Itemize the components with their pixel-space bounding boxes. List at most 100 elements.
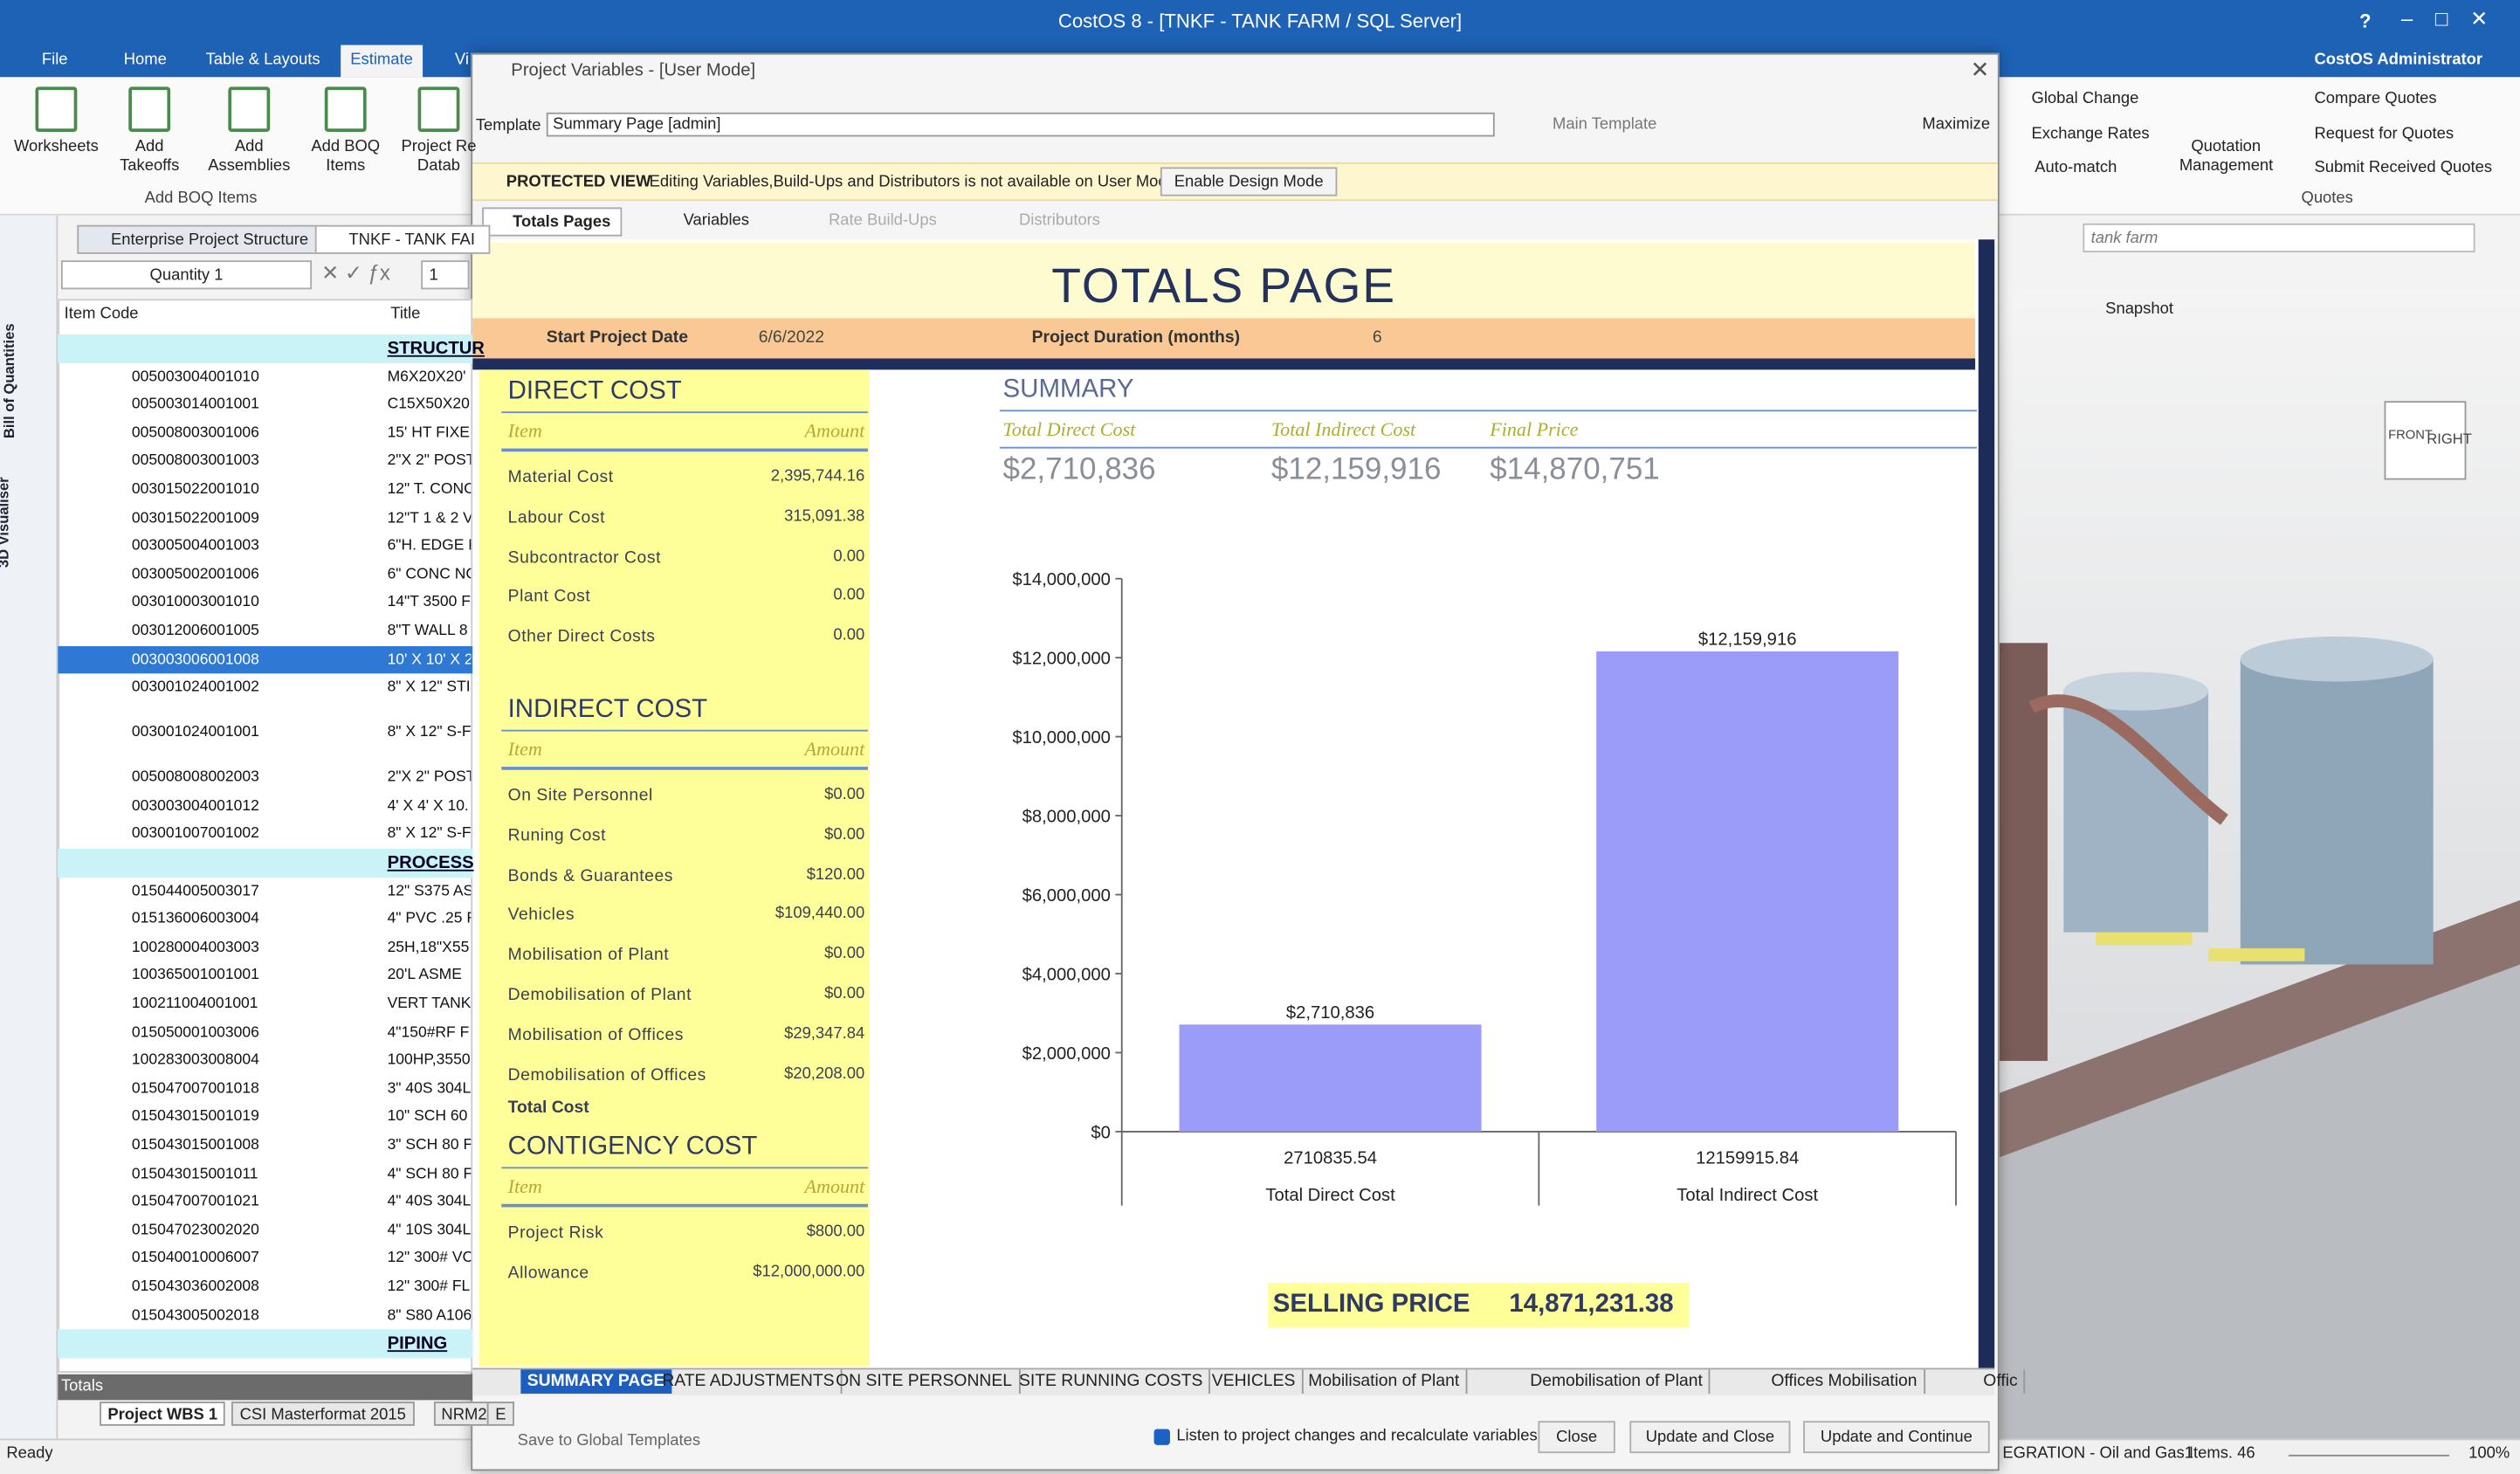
main-template[interactable]: Main Template: [1553, 115, 1657, 134]
item-code[interactable]: 015047007001021: [131, 1193, 259, 1211]
ribbon-button[interactable]: Request for Quotes: [2314, 125, 2455, 143]
menu-item[interactable]: Vi: [454, 51, 469, 70]
item-title[interactable]: 4"150#RF F: [387, 1023, 470, 1042]
item-title[interactable]: 4" 40S 304L: [387, 1193, 472, 1211]
menu-item[interactable]: Home: [123, 51, 167, 70]
item-code[interactable]: 015043036002008: [131, 1278, 259, 1296]
ribbon-button[interactable]: Add BOQ Items: [311, 138, 381, 176]
item-code[interactable]: 005003004001010: [131, 367, 259, 386]
ribbon-button[interactable]: Add Assemblies: [208, 138, 291, 176]
sheet-tab[interactable]: CSI Masterformat 2015: [231, 1402, 415, 1426]
item-code[interactable]: 015044005003017: [131, 881, 259, 900]
listen-label[interactable]: Listen to project changes and recalculat…: [1176, 1427, 1538, 1445]
item-code[interactable]: 015043015001019: [131, 1108, 259, 1126]
item-title[interactable]: 2"X 2" POST: [387, 768, 472, 787]
sheet-tab[interactable]: VEHICLES: [1205, 1369, 1304, 1394]
item-code[interactable]: 100365001001001: [131, 967, 259, 985]
ribbon-button[interactable]: Project Re Datab: [401, 138, 477, 176]
dialog-tab[interactable]: Distributors: [1018, 211, 1101, 231]
item-title[interactable]: 6" CONC NC: [387, 565, 472, 583]
ribbon-button[interactable]: Exchange Rates: [2031, 125, 2150, 143]
item-code[interactable]: 003005002001006: [131, 565, 259, 583]
search-box[interactable]: tank farm: [2083, 223, 2475, 253]
dialog-tab[interactable]: Rate Build-Ups: [829, 211, 937, 231]
item-code[interactable]: 015040010006007: [131, 1250, 259, 1268]
item-code[interactable]: 003012006001005: [131, 622, 259, 640]
dialog-tab[interactable]: Totals Pages: [482, 207, 623, 237]
item-title[interactable]: 12"T 1 & 2 V: [387, 508, 472, 527]
ribbon-button[interactable]: Quotation Management: [2179, 138, 2274, 176]
item-code[interactable]: 003001024001001: [131, 723, 259, 741]
item-title[interactable]: 10" SCH 60: [387, 1108, 468, 1126]
item-title[interactable]: 100HP,3550: [387, 1051, 471, 1070]
sheet-tab[interactable]: ON SITE PERSONNEL: [830, 1369, 1021, 1394]
item-code[interactable]: 015043005002018: [131, 1305, 259, 1325]
item-code[interactable]: 100211004001001: [131, 995, 258, 1013]
ribbon-button[interactable]: Compare Quotes: [2314, 90, 2437, 108]
side-label[interactable]: 3D Visualiser: [0, 477, 12, 568]
item-title[interactable]: C15X50X20: [387, 396, 470, 414]
item-code[interactable]: 003015022001009: [131, 508, 259, 527]
maximize-button[interactable]: Maximize: [1922, 115, 1991, 134]
item-title[interactable]: 3" SCH 80 F: [387, 1136, 472, 1154]
item-title[interactable]: M6X20X20': [387, 367, 466, 386]
sheet-tab[interactable]: Demobilisation of Plant: [1524, 1369, 1711, 1394]
listen-checkbox[interactable]: [1153, 1429, 1170, 1445]
ribbon-button[interactable]: Worksheets: [13, 138, 99, 156]
sheet-tab[interactable]: RATE ADJUSTMENTS: [656, 1369, 843, 1394]
dialog-button[interactable]: Update and Close: [1629, 1421, 1791, 1454]
item-code[interactable]: 003015022001010: [131, 480, 259, 499]
ribbon-button[interactable]: Add Takeoffs: [120, 138, 180, 176]
item-code[interactable]: 003001007001002: [131, 825, 259, 844]
name-box[interactable]: Quantity 1: [60, 260, 313, 290]
item-code[interactable]: 005008008002003: [131, 768, 259, 787]
item-code[interactable]: 003003004001012: [131, 796, 259, 815]
item-code[interactable]: 015136006003004: [131, 910, 259, 928]
item-title[interactable]: 4' X 4' X 10.: [387, 796, 469, 815]
menu-item[interactable]: File: [41, 51, 68, 70]
menu-item[interactable]: Table & Layouts: [205, 51, 320, 70]
design-button[interactable]: Enable Design Mode: [1160, 167, 1338, 196]
group-title[interactable]: STRUCTUR: [387, 339, 485, 359]
item-title[interactable]: 12" 300# VC: [387, 1250, 472, 1268]
dialog-button[interactable]: Close: [1538, 1421, 1615, 1454]
item-title[interactable]: 8" X 12" S-F: [387, 825, 472, 844]
item-code[interactable]: 003003006001008: [131, 650, 259, 669]
formula-value[interactable]: 1: [421, 260, 470, 290]
item-title[interactable]: 10' X 10' X 2: [387, 650, 472, 669]
sheet-tab[interactable]: Project WBS 1: [100, 1402, 226, 1426]
ribbon-button[interactable]: Global Change: [2031, 90, 2139, 108]
item-title[interactable]: 12" T. CONC: [387, 480, 472, 499]
doc-tab[interactable]: TNKF - TANK FAI: [314, 224, 490, 254]
item-title[interactable]: 12" S375 AS: [387, 881, 472, 900]
item-title[interactable]: 20'L ASME: [387, 967, 462, 985]
zoom[interactable]: 100%: [2468, 1444, 2510, 1464]
item-title[interactable]: 4" PVC .25 F: [387, 910, 472, 928]
item-code[interactable]: 005008003001006: [131, 424, 259, 442]
help-button[interactable]: ?: [2359, 10, 2372, 32]
item-code[interactable]: 005003014001001: [131, 396, 259, 414]
item-title[interactable]: 4" 10S 304L: [387, 1221, 472, 1239]
dialog-button[interactable]: Update and Continue: [1803, 1421, 1990, 1454]
item-title[interactable]: 14"T 3500 F: [387, 593, 471, 612]
item-code[interactable]: 003010003001010: [131, 593, 259, 612]
sheet-tab[interactable]: SITE RUNNING COSTS: [1013, 1369, 1211, 1394]
item-title[interactable]: 8"T WALL 8: [387, 622, 468, 640]
dialog-close[interactable]: ✕: [1970, 56, 1990, 82]
dialog-tab[interactable]: Variables: [683, 211, 749, 231]
doc-tab[interactable]: Enterprise Project Structure: [77, 224, 323, 254]
group-title[interactable]: PROCESS: [387, 853, 474, 873]
view-cube-front[interactable]: FRONT: [2388, 427, 2433, 443]
item-title[interactable]: 2"X 2" POST: [387, 451, 472, 471]
item-title[interactable]: 3" 40S 304L: [387, 1079, 472, 1098]
ribbon-button[interactable]: Submit Received Quotes: [2314, 159, 2493, 177]
sheet-tab[interactable]: Offices Mobilisation: [1765, 1369, 1925, 1394]
item-title[interactable]: 4" SCH 80 F: [387, 1164, 472, 1183]
sheet-tab[interactable]: NRM2: [433, 1402, 495, 1426]
sheet-tab[interactable]: E: [487, 1402, 514, 1426]
item-code[interactable]: 100283003008004: [131, 1051, 259, 1070]
item-title[interactable]: VERT TANK: [387, 995, 472, 1013]
item-code[interactable]: 015043015001011: [131, 1164, 258, 1183]
snapshot-button[interactable]: Snapshot: [2105, 300, 2173, 319]
item-title[interactable]: 25H,18"X55: [387, 938, 470, 956]
